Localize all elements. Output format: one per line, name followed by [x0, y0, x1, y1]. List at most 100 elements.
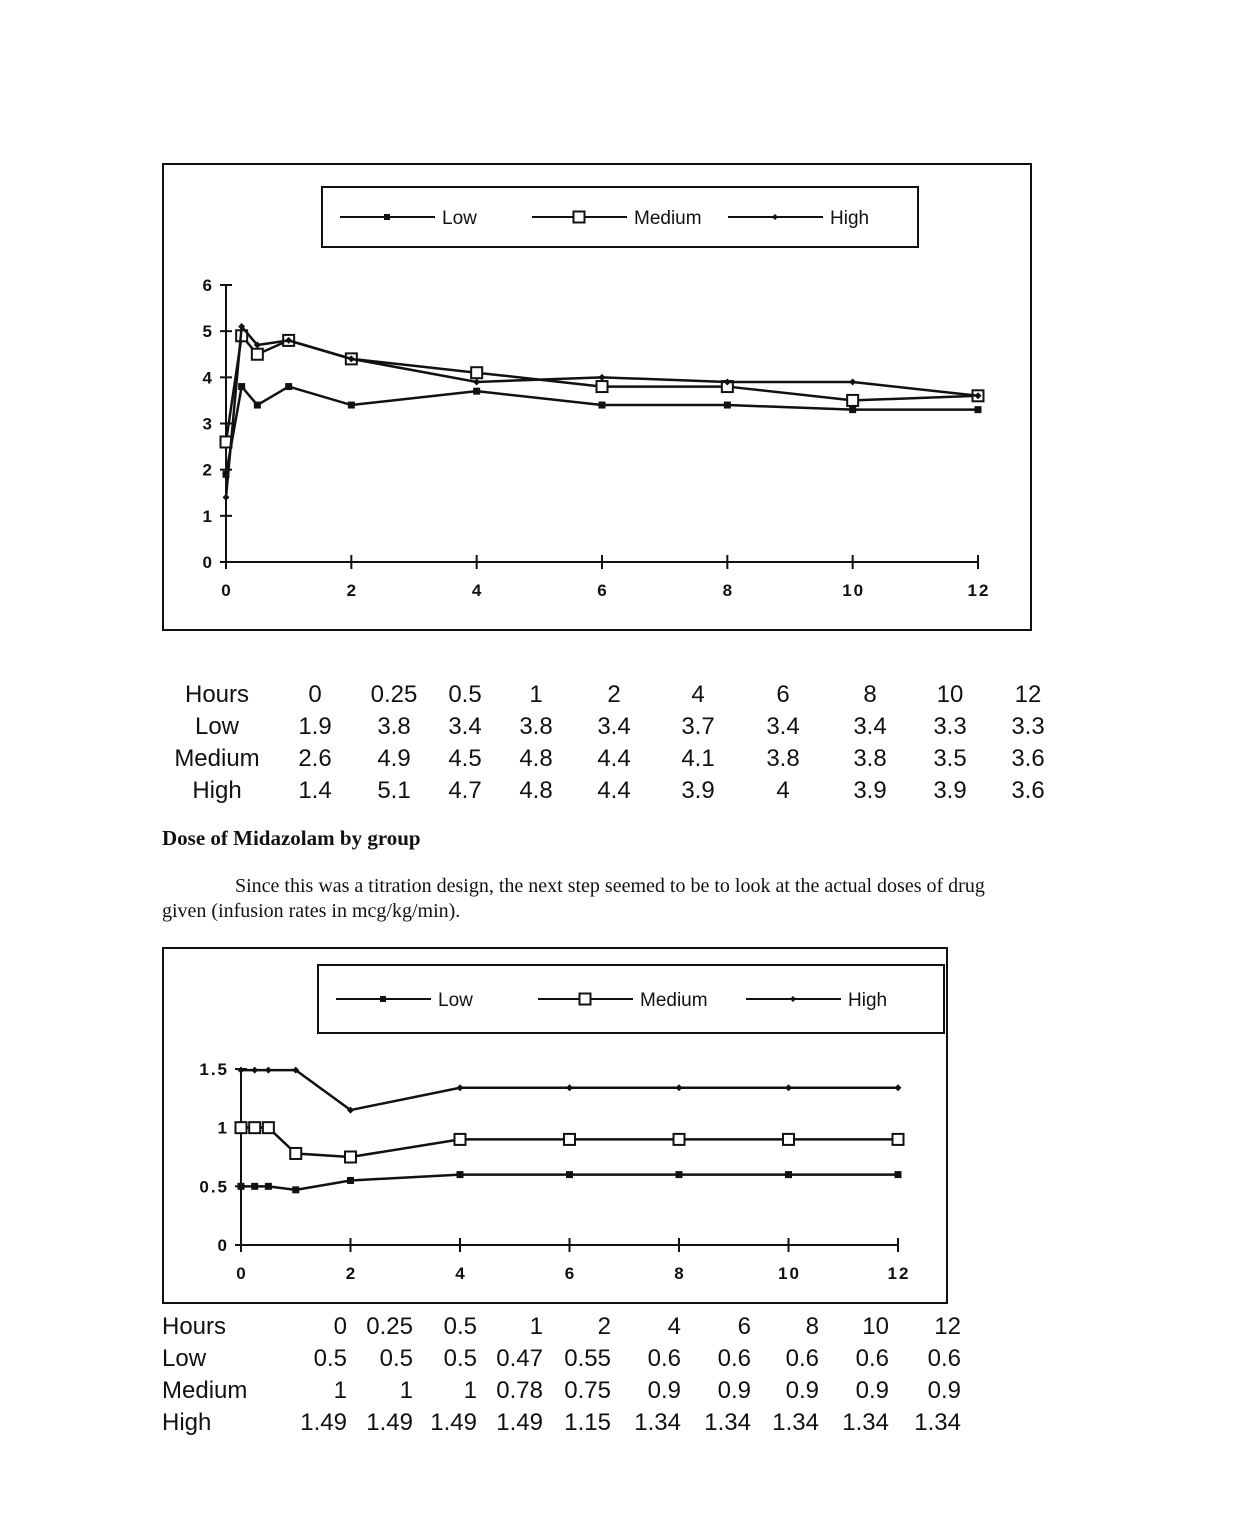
table1-cell: 1.4	[298, 777, 332, 804]
table2-cell: 1.49	[430, 1409, 477, 1436]
chart2-point-high	[251, 1066, 259, 1074]
table2-row-label: Medium	[162, 1377, 248, 1404]
paragraph-text: Since this was a titration design, the n…	[162, 875, 985, 922]
chart1-point-low	[473, 387, 481, 395]
chart1-point-low	[974, 406, 982, 414]
chart2-point-medium	[289, 1146, 303, 1160]
chart2-point-low	[785, 1171, 792, 1179]
chart2-point-low	[237, 1182, 245, 1190]
table2-cell: 0.6	[785, 1345, 819, 1372]
chart2-point-medium	[261, 1121, 275, 1135]
chart2-point-high	[292, 1066, 300, 1074]
table1-cell: 3.7	[681, 713, 715, 740]
chart2-point-high	[785, 1084, 792, 1092]
table2-row: Medium 1 1 1 0.78 0.75 0.9 0.9 0.9 0.9 0.9	[162, 1375, 961, 1407]
table2-cell: 0.6	[855, 1345, 889, 1372]
table1-cell: 6	[776, 681, 790, 708]
chart1-legend-label-high: High	[830, 208, 869, 229]
chart2-point-medium	[672, 1132, 686, 1146]
table2-cell: 0.5	[443, 1345, 477, 1372]
table1-row-label: Hours	[184, 681, 250, 708]
table2-cell: 4	[667, 1313, 681, 1340]
chart1-legend-marker-medium	[572, 210, 586, 224]
chart1-legend-label-medium: Medium	[634, 208, 702, 229]
chart2-legend: Low Medium High	[317, 964, 945, 1034]
chart1-point-high	[849, 378, 857, 386]
table1-cell: 1.9	[298, 713, 332, 740]
table2-cell: 0.9	[785, 1377, 819, 1404]
chart2-point-medium	[248, 1121, 262, 1135]
table1-row: Low 1.9 3.8 3.4 3.8 3.4 3.7 3.4 3.4 3.3 3.3	[162, 711, 1070, 743]
table1-cell: 4.8	[519, 777, 553, 804]
table2-cell: 0.6	[927, 1345, 961, 1372]
chart2-x-tick-label: 4	[455, 1264, 466, 1283]
table1-cell: 4.7	[448, 777, 482, 804]
chart2-series-line-medium	[241, 1126, 898, 1159]
table2-cell: 0.6	[717, 1345, 751, 1372]
table2-cell: 1	[463, 1377, 477, 1404]
table1-cell: 4.9	[377, 745, 411, 772]
chart1-point-low	[723, 401, 731, 409]
table2-cell: 0.6	[647, 1345, 681, 1372]
chart2-y-tick-label: 1.5	[199, 1060, 229, 1079]
data-table-2: Hours 0 0.25 0.5 1 2 4 6 8 10 12 Low 0.5 0.5 0.5 0.47 0.…	[162, 1311, 961, 1439]
chart2-point-medium	[344, 1150, 357, 1164]
chart1-legend-marker-low	[384, 214, 390, 220]
table1-cell: 2	[607, 681, 621, 708]
chart1-point-high	[723, 378, 731, 386]
table1-cell: 4.4	[597, 777, 631, 804]
table1-cell: 10	[936, 681, 964, 708]
chart1-y-tick-label: 0	[203, 553, 214, 572]
chart1-series-line-low	[224, 383, 978, 475]
table1-cell: 0	[308, 681, 322, 708]
table2-cell: 0.78	[496, 1377, 543, 1404]
table2-cell: 0.75	[564, 1377, 611, 1404]
table1-cell: 12	[1014, 681, 1042, 708]
table2-cell: 0.9	[855, 1377, 889, 1404]
chart2-y-tick-label: 0.5	[199, 1177, 229, 1196]
table1-cell: 2.6	[298, 745, 332, 772]
table1-cell: 3.8	[853, 745, 887, 772]
chart2-legend-marker-medium	[578, 992, 592, 1006]
chart1-y-tick-label: 6	[203, 276, 214, 295]
table2-cell: 10	[862, 1313, 889, 1340]
chart2-point-high	[566, 1084, 573, 1092]
table1-cell: 4.5	[448, 745, 482, 772]
table1-row: Hours 0 0.25 0.5 1 2 4 6 8 10 12	[162, 679, 1070, 711]
chart1-x-tick-label: 12	[968, 581, 991, 600]
chart2-x-tick-label: 0	[236, 1264, 247, 1283]
table2-row-label: High	[162, 1409, 212, 1436]
table1-row-label: Medium	[174, 745, 260, 772]
chart2-point-low	[566, 1171, 573, 1179]
chart2-x-tick-label: 8	[674, 1264, 685, 1283]
chart2-point-low	[675, 1171, 683, 1179]
table1-cell: 3.8	[377, 713, 411, 740]
chart1-series-line-high	[224, 323, 979, 498]
chart1-x-tick-label: 2	[347, 581, 358, 600]
chart2-series-line-low	[241, 1173, 898, 1192]
chart1-point-low	[849, 406, 857, 414]
table1-cell: 3.3	[933, 713, 967, 740]
table2-cell: 1	[529, 1313, 543, 1340]
chart2-x-tick-label: 12	[888, 1264, 911, 1283]
table1-cell: 3.8	[766, 745, 800, 772]
chart2-legend-marker-high	[790, 996, 796, 1002]
table1-cell: 3.6	[1011, 777, 1045, 804]
chart1-point-low	[253, 401, 261, 409]
chart1-point-high	[238, 323, 246, 331]
table2-cell: 1.49	[300, 1409, 347, 1436]
section-heading: Dose of Midazolam by group	[162, 826, 421, 850]
table2-cell: 1	[399, 1377, 413, 1404]
table2-row-label: Low	[162, 1345, 207, 1372]
chart1-point-medium	[846, 393, 860, 407]
table2-cell: 0.5	[443, 1313, 477, 1340]
chart1-legend: Low Medium High	[321, 186, 919, 248]
table1-row-label: Low	[194, 713, 240, 740]
chart2-point-low	[292, 1186, 300, 1194]
table1-cell: 0.25	[370, 681, 418, 708]
chart1-point-medium	[250, 347, 264, 361]
table2-cell: 1.34	[634, 1409, 681, 1436]
chart1-x-tick-label: 6	[597, 581, 608, 600]
table2-cell: 1	[333, 1377, 347, 1404]
